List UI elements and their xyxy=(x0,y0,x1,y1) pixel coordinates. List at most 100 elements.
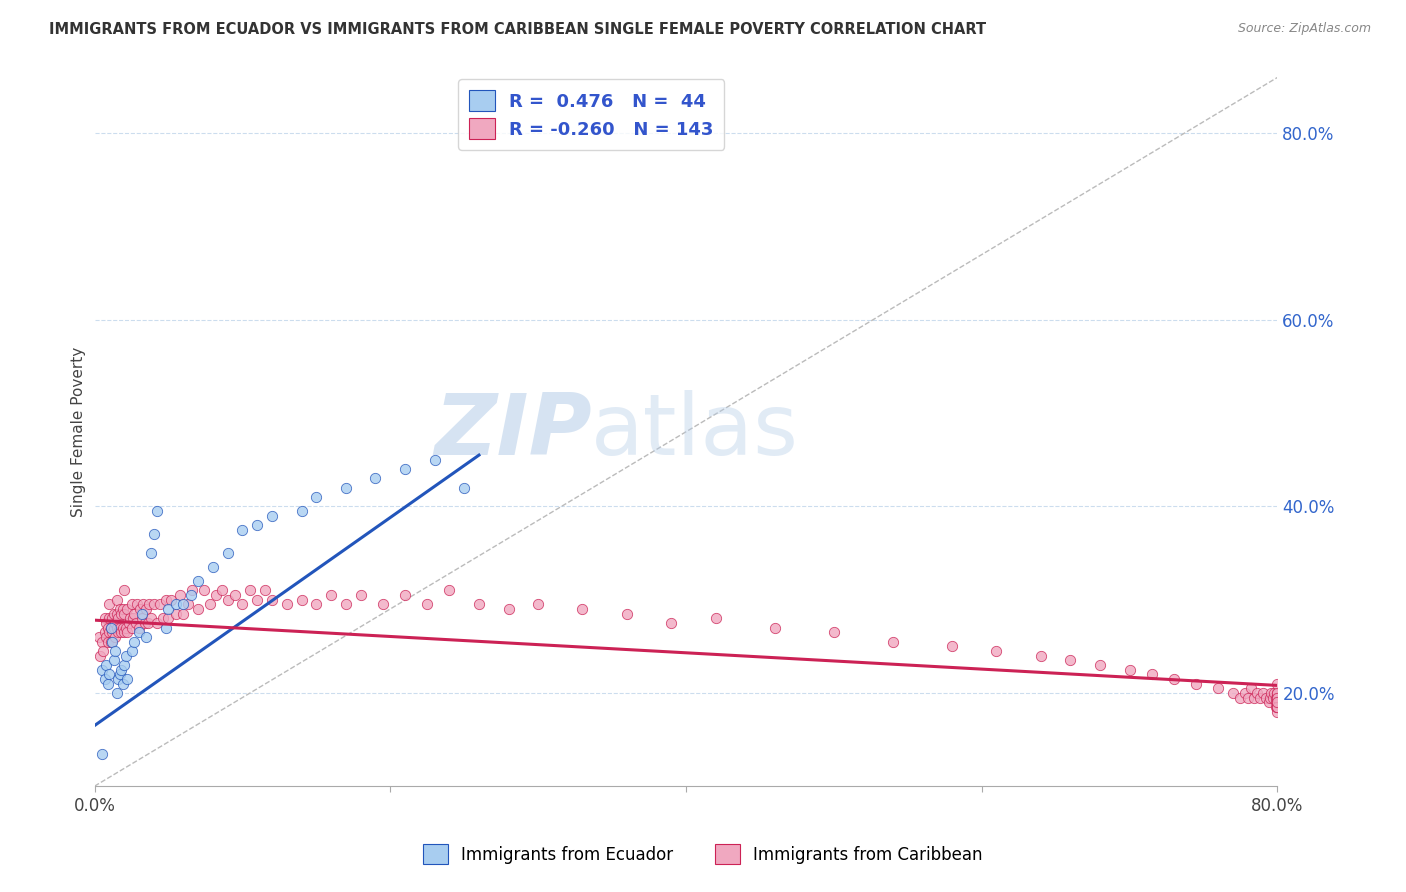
Point xyxy=(335,597,357,611)
Point xyxy=(1267,695,1289,709)
Point xyxy=(91,747,114,761)
Point xyxy=(131,607,153,621)
Point xyxy=(89,648,111,663)
Point xyxy=(453,481,475,495)
Point xyxy=(181,583,204,598)
Point xyxy=(145,615,167,630)
Point xyxy=(105,621,128,635)
Point xyxy=(94,672,117,686)
Point xyxy=(498,602,520,616)
Point xyxy=(103,653,125,667)
Point xyxy=(187,602,209,616)
Point xyxy=(1267,690,1289,705)
Point xyxy=(98,625,121,640)
Point xyxy=(211,583,233,598)
Point xyxy=(121,621,143,635)
Point xyxy=(112,625,135,640)
Point xyxy=(122,611,145,625)
Point xyxy=(112,657,135,672)
Point xyxy=(103,621,125,635)
Point xyxy=(127,597,149,611)
Point xyxy=(1260,686,1282,700)
Point xyxy=(659,615,682,630)
Point xyxy=(364,471,387,485)
Point xyxy=(94,625,117,640)
Point xyxy=(155,621,177,635)
Point xyxy=(198,597,221,611)
Point xyxy=(128,621,150,635)
Point xyxy=(165,607,187,621)
Point xyxy=(1233,686,1256,700)
Point xyxy=(276,597,298,611)
Point xyxy=(103,607,125,621)
Point xyxy=(416,597,439,611)
Point xyxy=(193,583,215,598)
Point xyxy=(217,592,239,607)
Point xyxy=(157,611,180,625)
Point xyxy=(246,592,269,607)
Point xyxy=(101,634,124,648)
Point xyxy=(1140,667,1163,681)
Point xyxy=(1267,699,1289,714)
Point xyxy=(704,611,727,625)
Point xyxy=(305,490,328,504)
Point xyxy=(124,634,146,648)
Point xyxy=(152,611,174,625)
Point xyxy=(108,602,131,616)
Point xyxy=(1267,695,1289,709)
Point xyxy=(108,667,131,681)
Point xyxy=(112,583,135,598)
Point xyxy=(142,597,165,611)
Y-axis label: Single Female Poverty: Single Female Poverty xyxy=(72,347,86,517)
Point xyxy=(115,602,138,616)
Point xyxy=(1246,686,1268,700)
Point xyxy=(260,508,283,523)
Point xyxy=(1267,676,1289,690)
Point xyxy=(91,663,114,677)
Point xyxy=(98,597,121,611)
Point xyxy=(290,592,312,607)
Point xyxy=(1258,690,1281,705)
Point xyxy=(136,615,159,630)
Point xyxy=(1088,657,1111,672)
Point xyxy=(104,644,127,658)
Point xyxy=(1267,699,1289,714)
Point xyxy=(763,621,786,635)
Point xyxy=(97,621,120,635)
Point xyxy=(1029,648,1052,663)
Point xyxy=(1263,686,1285,700)
Point xyxy=(111,602,134,616)
Point xyxy=(239,583,262,598)
Point xyxy=(986,644,1008,658)
Point xyxy=(104,615,127,630)
Point xyxy=(321,588,343,602)
Point xyxy=(290,504,312,518)
Point xyxy=(114,621,136,635)
Text: IMMIGRANTS FROM ECUADOR VS IMMIGRANTS FROM CARIBBEAN SINGLE FEMALE POVERTY CORRE: IMMIGRANTS FROM ECUADOR VS IMMIGRANTS FR… xyxy=(49,22,987,37)
Point xyxy=(394,462,416,476)
Point xyxy=(172,597,194,611)
Point xyxy=(371,597,394,611)
Point xyxy=(107,611,129,625)
Point xyxy=(105,592,128,607)
Point xyxy=(105,686,128,700)
Point xyxy=(169,588,191,602)
Point xyxy=(121,597,143,611)
Point xyxy=(1264,690,1286,705)
Point xyxy=(98,667,121,681)
Point xyxy=(439,583,461,598)
Point xyxy=(111,621,134,635)
Point xyxy=(616,607,638,621)
Point xyxy=(253,583,276,598)
Point xyxy=(124,607,146,621)
Point xyxy=(128,625,150,640)
Point xyxy=(305,597,328,611)
Point xyxy=(1267,690,1289,705)
Point xyxy=(941,640,963,654)
Point xyxy=(112,607,135,621)
Point xyxy=(139,611,162,625)
Point xyxy=(1206,681,1229,696)
Point xyxy=(1267,686,1289,700)
Point xyxy=(105,607,128,621)
Point xyxy=(110,625,132,640)
